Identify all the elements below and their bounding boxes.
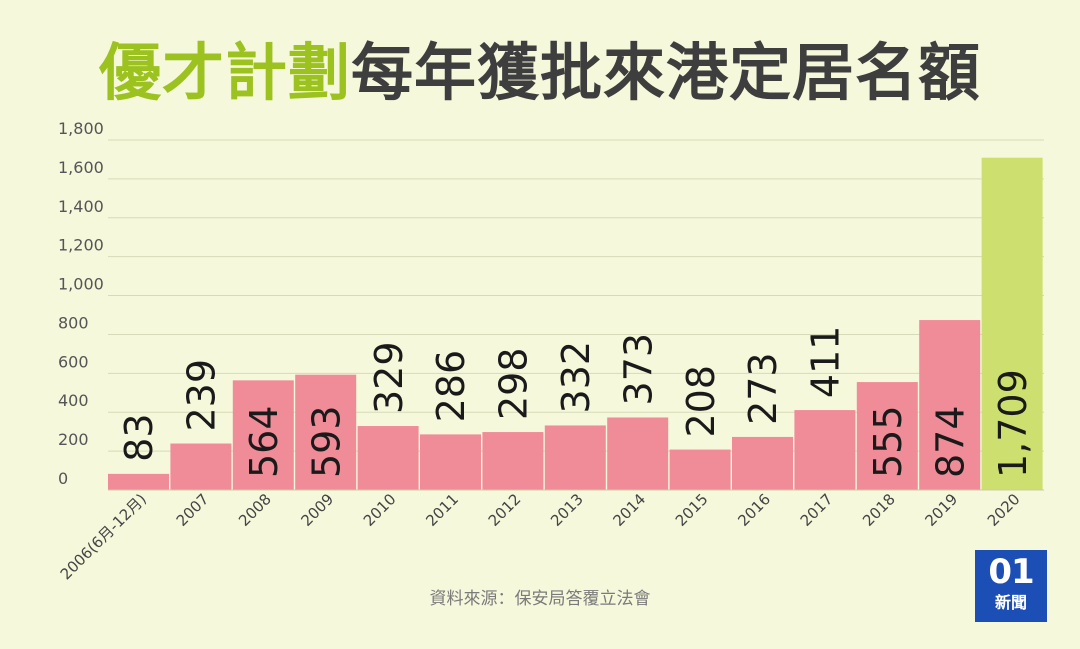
bar xyxy=(108,473,169,490)
value-label: 593 xyxy=(304,405,348,478)
bar xyxy=(170,443,232,490)
x-tick-label: 2013 xyxy=(547,490,587,530)
y-tick-label: 800 xyxy=(58,313,89,332)
bar xyxy=(981,157,1043,490)
y-tick-label: 1,600 xyxy=(58,158,104,177)
y-tick-label: 1,400 xyxy=(58,197,104,216)
y-tick-label: 1,200 xyxy=(58,236,104,255)
value-label: 239 xyxy=(180,359,224,432)
chart-title: 優才計劃每年獲批來港定居名額 xyxy=(0,22,1080,112)
x-tick-label: 2016 xyxy=(734,490,774,530)
x-tick-label: 2018 xyxy=(859,490,899,530)
value-label: 83 xyxy=(117,414,161,462)
source-note: 資料來源：保安局答覆立法會 xyxy=(429,589,651,609)
x-tick-label: 2006(6月-12月) xyxy=(57,490,150,583)
x-tick-label: 2009 xyxy=(297,490,337,530)
bar xyxy=(794,410,856,490)
x-tick-label: 2020 xyxy=(984,490,1024,530)
y-tick-label: 0 xyxy=(58,469,68,488)
bar xyxy=(295,374,357,490)
bar xyxy=(732,436,793,490)
value-label: 564 xyxy=(242,405,286,478)
bar xyxy=(232,380,294,490)
x-tick-label: 2019 xyxy=(921,490,961,530)
x-tick-label: 2011 xyxy=(422,490,462,530)
title-highlight: 優才計劃 xyxy=(98,36,351,109)
bar xyxy=(482,432,544,490)
y-tick-label: 200 xyxy=(58,430,89,449)
bar xyxy=(919,320,981,490)
value-label: 555 xyxy=(866,405,910,478)
value-label: 298 xyxy=(492,348,536,421)
y-tick-label: 400 xyxy=(58,391,89,410)
bar xyxy=(544,425,606,490)
title-rest: 每年獲批來港定居名額 xyxy=(351,36,982,109)
value-label: 329 xyxy=(367,341,411,414)
bar xyxy=(420,434,481,490)
logo-text: 新聞 xyxy=(994,593,1027,612)
bar xyxy=(856,382,918,490)
value-label: 1,709 xyxy=(991,369,1035,478)
x-tick-label: 2010 xyxy=(360,490,400,530)
value-label: 373 xyxy=(616,333,660,406)
x-tick-label: 2015 xyxy=(672,490,712,530)
value-label: 411 xyxy=(804,326,848,399)
value-label: 273 xyxy=(741,352,785,425)
value-label: 208 xyxy=(679,365,723,438)
x-tick-label: 2014 xyxy=(609,490,649,530)
x-tick-label: 2008 xyxy=(235,490,275,530)
logo-number: 01 xyxy=(988,552,1034,592)
value-label: 332 xyxy=(554,341,598,414)
y-tick-label: 600 xyxy=(58,352,89,371)
value-label: 874 xyxy=(928,405,972,478)
x-tick-label: 2012 xyxy=(485,490,525,530)
bar xyxy=(669,449,731,490)
value-label: 286 xyxy=(429,350,473,423)
x-tick-label: 2017 xyxy=(797,490,837,530)
hk01-logo: 01 新聞 xyxy=(975,550,1047,622)
x-tick-label: 2007 xyxy=(173,490,213,530)
y-tick-label: 1,000 xyxy=(58,275,104,294)
bar xyxy=(357,426,419,490)
bar xyxy=(607,417,669,490)
y-tick-label: 1,800 xyxy=(58,119,104,138)
